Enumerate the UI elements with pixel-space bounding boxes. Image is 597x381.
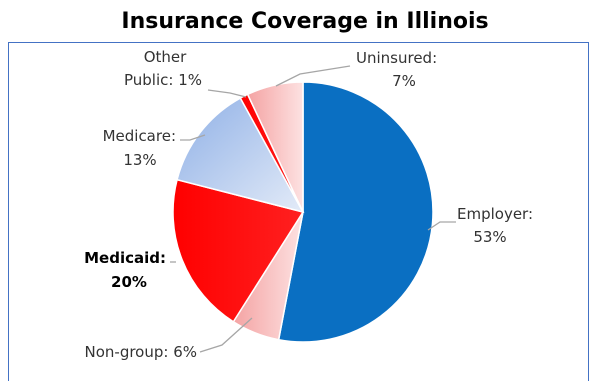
slice-label-non-group-text: Non-group: 6% [85,343,198,361]
chart-title: Insurance Coverage in Illinois [121,9,488,34]
slice-label-medicaid-value: 20% [111,273,147,291]
pie-slice-medicare [176,97,305,214]
slice-label-other-public-name-line1: Other [144,48,187,66]
pie-slice-employer [277,81,434,343]
slice-label-medicaid-name: Medicaid: [84,249,166,267]
leader-line-medicare [180,134,206,141]
leader-lines [170,65,456,353]
leader-line-non-group [199,317,253,353]
slice-label-uninsured-name: Uninsured: [356,49,437,67]
slice-label-medicare-name: Medicare: [103,127,176,145]
leader-line-employer [427,221,456,231]
leader-line-other-public [207,89,247,98]
pie-slice-medicaid [172,178,305,323]
slice-label-medicare-value: 13% [123,151,156,169]
pie-slice-uninsured [246,81,304,213]
leader-line-uninsured [275,65,351,87]
slice-label-other-public-name-line2: Public: 1% [124,71,202,89]
slice-label-employer-name: Employer: [457,205,533,223]
slice-labels: Employer: 53% Non-group: 6% Medicaid: 20% Med… [84,48,533,361]
slice-label-employer-value: 53% [473,228,506,246]
pie-slices [172,81,434,343]
slice-label-uninsured-value: 7% [392,72,416,90]
